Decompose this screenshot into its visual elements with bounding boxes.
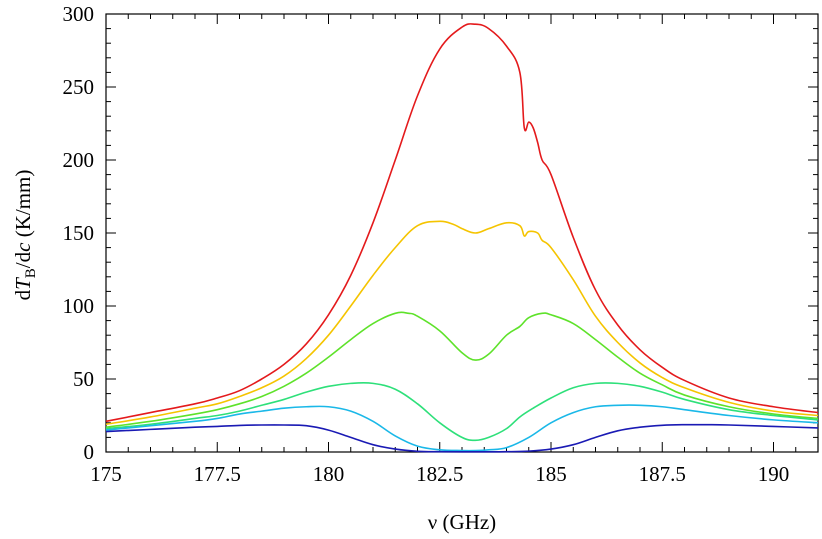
y-axis-label-d: d	[11, 289, 35, 300]
y-axis-label-c: c	[11, 242, 35, 252]
axis-ticks	[105, 13, 819, 453]
x-tick-label: 177.5	[194, 462, 241, 486]
tick-labels: 175 177.5 180 182.5 185 187.5 190 0 50 100 150 200 2…	[63, 2, 790, 486]
x-tick-label: 182.5	[416, 462, 463, 486]
y-tick-label: 250	[63, 75, 95, 99]
series-line-4	[105, 381, 819, 442]
plot-frame	[105, 13, 819, 453]
y-tick-label: 300	[63, 2, 95, 26]
y-axis-label-unit: (K/mm)	[11, 170, 35, 243]
y-axis-label-T: T	[11, 277, 35, 290]
y-tick-label: 50	[73, 367, 94, 391]
x-tick-label: 185	[535, 462, 567, 486]
y-axis-label-sub: B	[23, 268, 39, 278]
series-line-1	[105, 23, 819, 423]
plot-border	[105, 13, 819, 453]
series-line-5	[105, 404, 819, 452]
series-lines	[105, 23, 819, 453]
y-axis-label: dTB/dc (K/mm)	[11, 170, 39, 301]
y-tick-label: 0	[84, 440, 95, 464]
y-tick-label: 100	[63, 294, 95, 318]
y-tick-label: 150	[63, 221, 95, 245]
x-tick-label: 187.5	[639, 462, 686, 486]
series-line-6	[105, 423, 819, 453]
x-tick-label: 180	[313, 462, 345, 486]
x-axis-label: ν (GHz)	[428, 510, 496, 534]
y-axis-label-slash: /d	[11, 251, 35, 268]
series-line-2	[105, 220, 819, 426]
series-line-3	[105, 311, 819, 428]
y-tick-label: 200	[63, 148, 95, 172]
x-tick-label: 175	[90, 462, 122, 486]
x-tick-label: 190	[758, 462, 790, 486]
